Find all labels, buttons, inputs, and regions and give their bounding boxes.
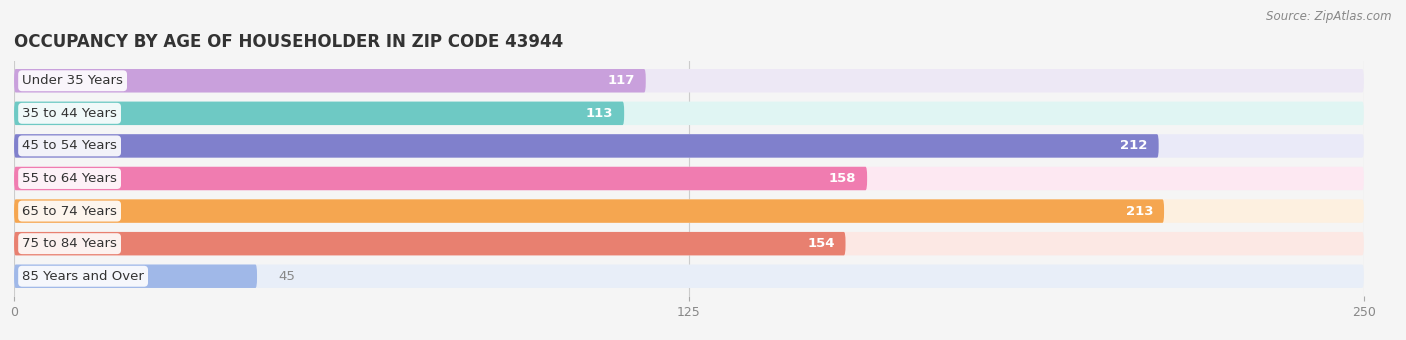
Text: Under 35 Years: Under 35 Years — [22, 74, 124, 87]
Text: 85 Years and Over: 85 Years and Over — [22, 270, 143, 283]
Text: Source: ZipAtlas.com: Source: ZipAtlas.com — [1267, 10, 1392, 23]
Text: 212: 212 — [1121, 139, 1147, 152]
FancyBboxPatch shape — [14, 134, 1159, 158]
Text: 55 to 64 Years: 55 to 64 Years — [22, 172, 117, 185]
Text: 65 to 74 Years: 65 to 74 Years — [22, 205, 117, 218]
FancyBboxPatch shape — [14, 199, 1164, 223]
Text: 158: 158 — [828, 172, 856, 185]
FancyBboxPatch shape — [14, 232, 845, 255]
Text: 117: 117 — [607, 74, 636, 87]
FancyBboxPatch shape — [14, 232, 1364, 255]
FancyBboxPatch shape — [14, 199, 1364, 223]
FancyBboxPatch shape — [14, 167, 868, 190]
FancyBboxPatch shape — [14, 265, 257, 288]
FancyBboxPatch shape — [14, 102, 624, 125]
FancyBboxPatch shape — [14, 102, 1364, 125]
FancyBboxPatch shape — [14, 167, 1364, 190]
FancyBboxPatch shape — [14, 69, 1364, 92]
FancyBboxPatch shape — [14, 69, 645, 92]
Text: 113: 113 — [586, 107, 613, 120]
Text: 154: 154 — [807, 237, 835, 250]
Text: OCCUPANCY BY AGE OF HOUSEHOLDER IN ZIP CODE 43944: OCCUPANCY BY AGE OF HOUSEHOLDER IN ZIP C… — [14, 33, 564, 51]
Text: 45 to 54 Years: 45 to 54 Years — [22, 139, 117, 152]
Text: 45: 45 — [278, 270, 295, 283]
Text: 213: 213 — [1126, 205, 1153, 218]
Text: 35 to 44 Years: 35 to 44 Years — [22, 107, 117, 120]
Text: 75 to 84 Years: 75 to 84 Years — [22, 237, 117, 250]
FancyBboxPatch shape — [14, 265, 1364, 288]
FancyBboxPatch shape — [14, 134, 1364, 158]
